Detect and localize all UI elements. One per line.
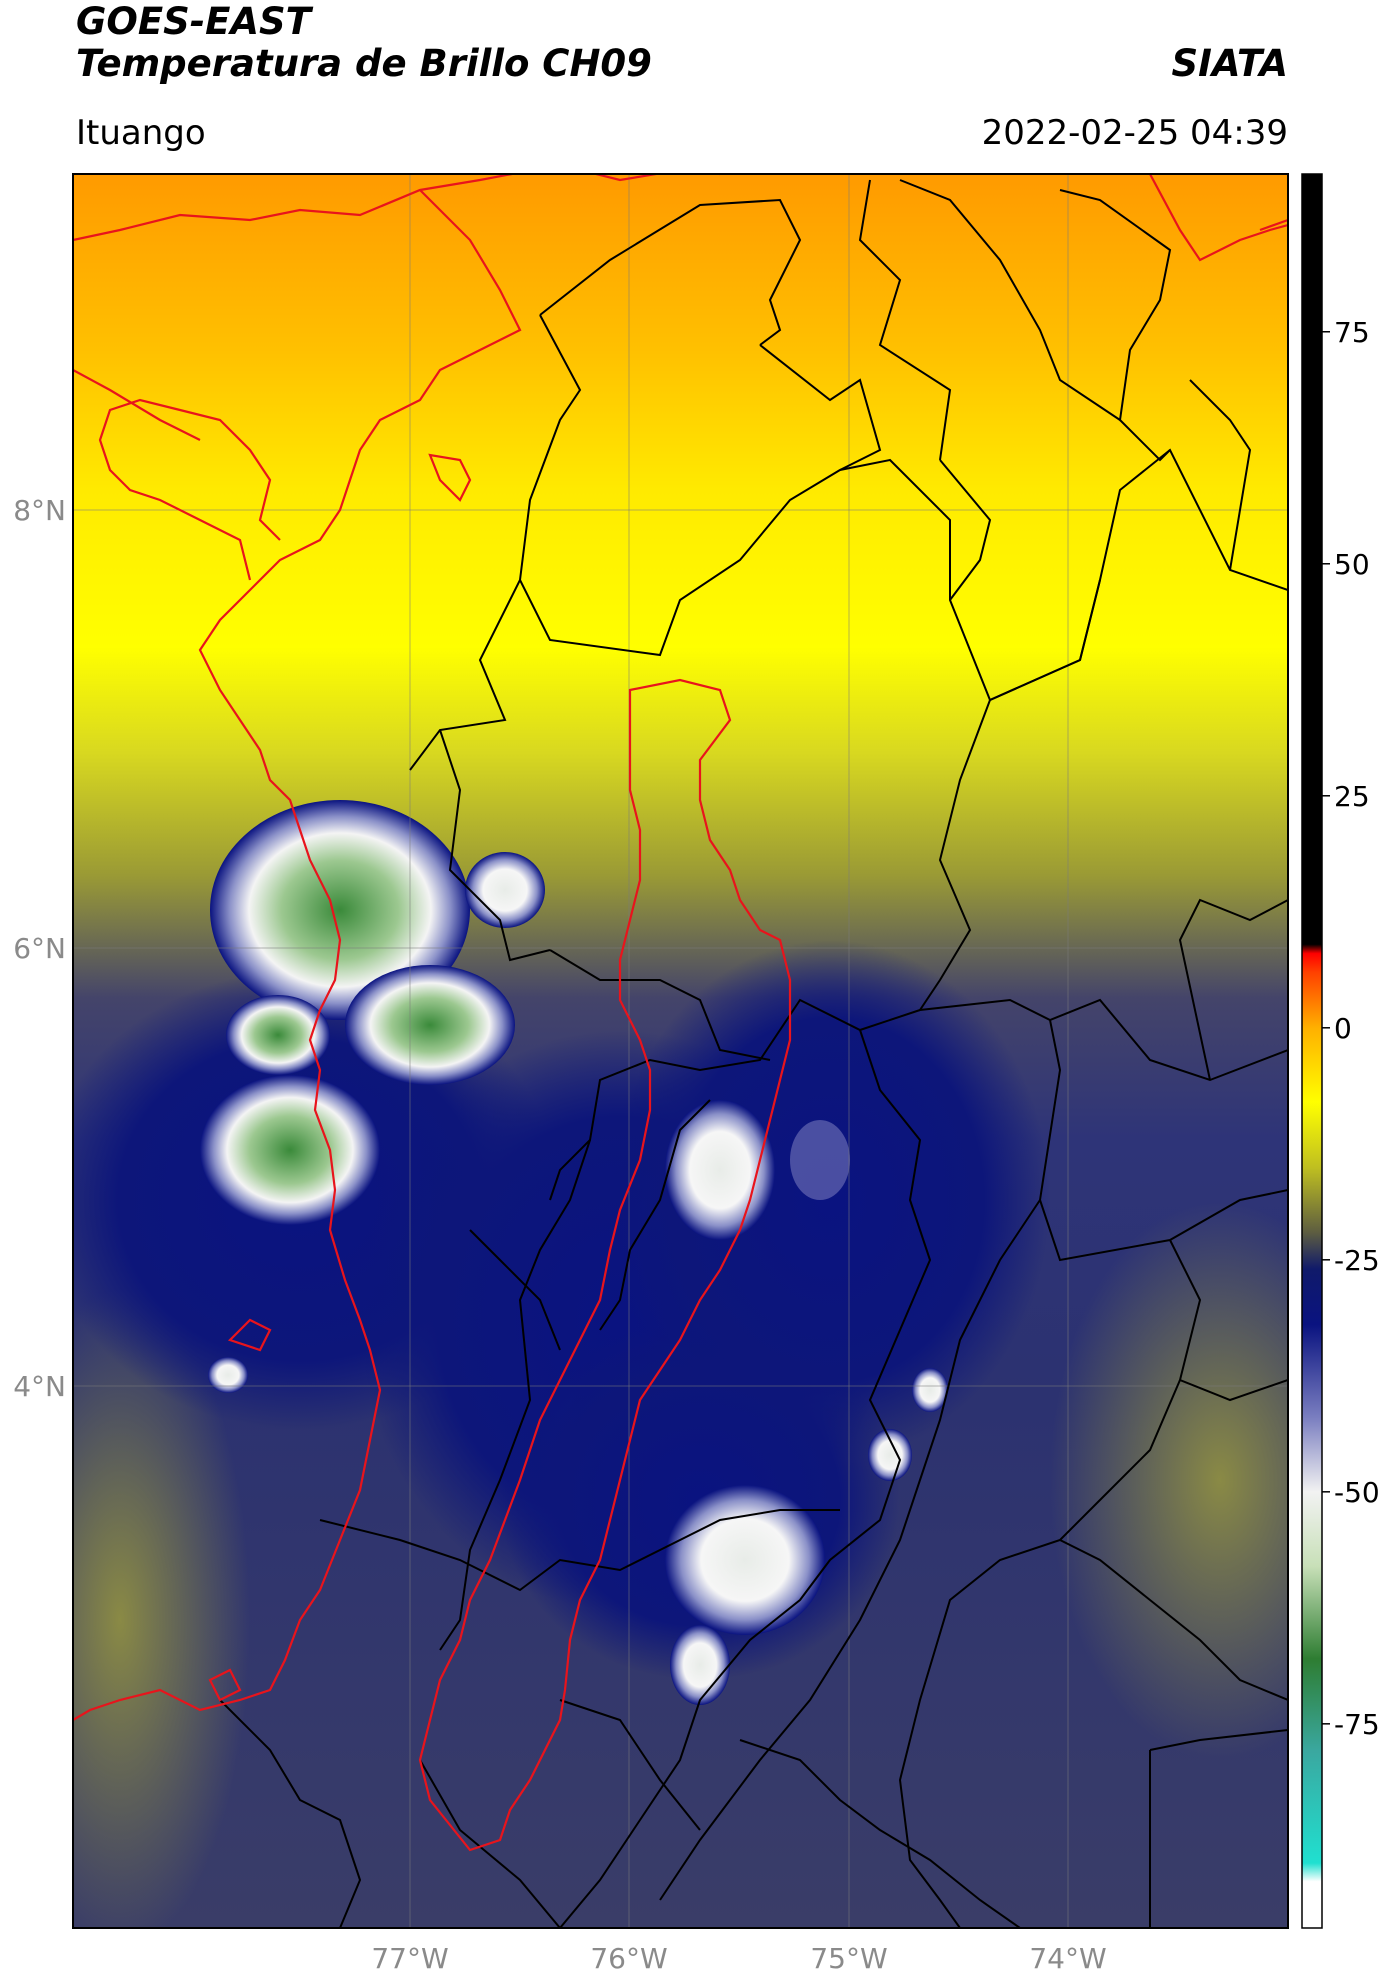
- convective-cloud-8: [665, 1485, 825, 1635]
- lon-label-75w: 75°W: [810, 1942, 887, 1975]
- colorbar: 75 50 25 0 -25 -50 -75: [1301, 173, 1380, 1929]
- lon-label-77w: 77°W: [371, 1942, 448, 1975]
- map-title: GOES-EAST: [76, 0, 311, 43]
- lat-label-6n: 6°N: [13, 932, 66, 965]
- colorbar-tick-label: 50: [1334, 548, 1370, 581]
- convective-cloud-10: [912, 1368, 948, 1412]
- lon-label-74w: 74°W: [1029, 1942, 1106, 1975]
- map-frame: [72, 173, 1289, 1929]
- convective-cloud-6: [208, 1357, 248, 1393]
- datetime-label: 2022-02-25 04:39: [981, 113, 1288, 153]
- department-boundaries: [219, 179, 1288, 1928]
- lat-label-8n: 8°N: [13, 494, 66, 527]
- convective-cloud-3: [200, 1075, 380, 1225]
- country-boundaries: [73, 174, 1288, 1852]
- map-subtitle: Temperatura de Brillo CH09: [76, 42, 652, 85]
- colorbar-tick-label: 75: [1334, 316, 1370, 349]
- colorbar-tick-label: -25: [1334, 1244, 1380, 1277]
- map-area: [73, 174, 1288, 1928]
- convective-cloud-5: [465, 852, 545, 928]
- convective-cloud-2: [345, 965, 515, 1085]
- warm-region-southeast: [1050, 1200, 1288, 1760]
- colorbar-tick-label: 0: [1334, 1012, 1352, 1045]
- convective-cloud-1: [210, 800, 470, 1020]
- convective-cloud-4: [226, 995, 330, 1075]
- lon-label-76w: 76°W: [590, 1942, 667, 1975]
- colorbar-tick-label: -75: [1334, 1708, 1380, 1741]
- colorbar-tick-label: -50: [1334, 1476, 1380, 1509]
- convective-cloud-11: [868, 1429, 912, 1481]
- warm-region-southwest: [73, 1290, 250, 1928]
- longitude-labels: 77°W 76°W 75°W 74°W: [371, 1942, 1106, 1975]
- colorbar-tick-label: 25: [1334, 780, 1370, 813]
- colorbar-ramp: [1301, 173, 1323, 1929]
- lat-label-4n: 4°N: [13, 1370, 66, 1403]
- latitude-labels: 8°N 6°N 4°N: [13, 494, 66, 1403]
- colorbar-ticks: 75 50 25 0 -25 -50 -75: [1322, 316, 1380, 1741]
- region-label: Ituango: [76, 113, 206, 153]
- convective-cloud-9: [670, 1625, 730, 1705]
- organization-label: SIATA: [1171, 42, 1288, 85]
- cold-cloud-patch: [790, 1120, 850, 1200]
